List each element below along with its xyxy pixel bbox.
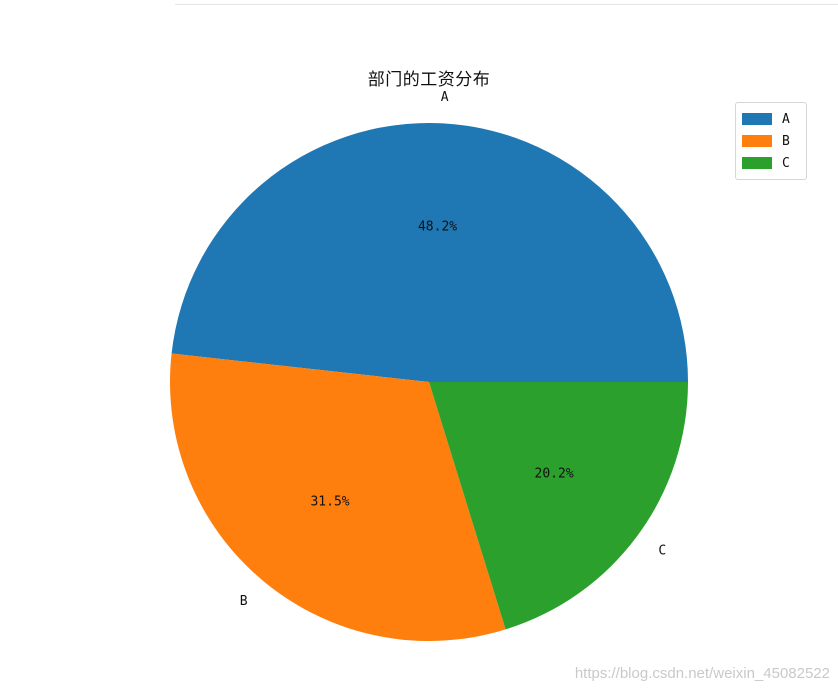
pie-category-label-c: C: [658, 544, 666, 559]
pie-percent-label-c: 20.2%: [535, 467, 574, 482]
pie-slice-b: [170, 353, 506, 641]
pie-category-label-b: B: [240, 594, 248, 609]
legend-swatch-b: [742, 135, 772, 147]
legend-swatch-c: [742, 157, 772, 169]
legend-swatch-a: [742, 113, 772, 125]
pie-percent-label-b: 31.5%: [310, 494, 349, 509]
legend-item-c: C: [742, 152, 806, 174]
pie-category-labels: A B C: [240, 90, 666, 609]
watermark: https://blog.csdn.net/weixin_45082522: [574, 665, 830, 682]
pie-slice-c: [429, 382, 688, 630]
chart-title: 部门的工资分布: [367, 70, 491, 90]
pie-category-label-a: A: [441, 90, 449, 105]
legend-label-c: C: [782, 155, 790, 171]
pie-slices: [170, 122, 688, 641]
legend-label-b: B: [782, 133, 790, 149]
pie-slice-a: [171, 122, 688, 383]
legend: A B C: [735, 102, 807, 180]
legend-item-a: A: [742, 108, 806, 130]
top-divider: [175, 4, 838, 5]
pie-percent-labels: 48.2% 31.5% 20.2%: [310, 219, 573, 509]
legend-label-a: A: [782, 111, 790, 127]
legend-item-b: B: [742, 130, 806, 152]
pie-percent-label-a: 48.2%: [418, 219, 457, 234]
